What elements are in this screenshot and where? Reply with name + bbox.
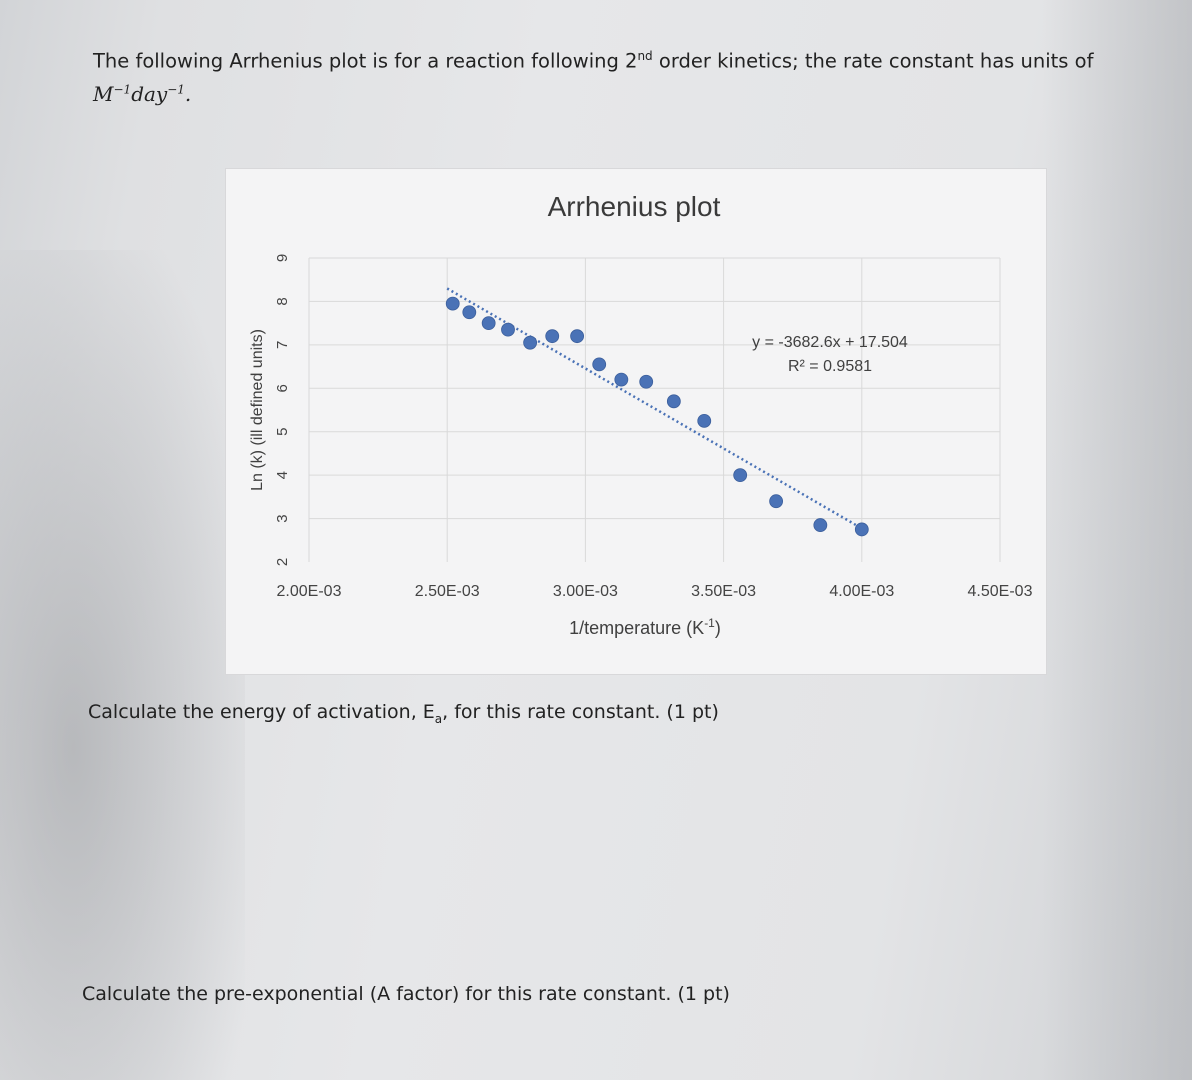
data-point (813, 518, 828, 532)
y-tick-label: 2 (274, 558, 291, 566)
data-point (481, 316, 496, 331)
y-tick-label: 6 (274, 384, 291, 392)
chart-title: Arrhenius plot (548, 191, 721, 222)
intro-text-after: order kinetics; the rate constant has un… (652, 49, 1094, 73)
question-activation-energy: Calculate the energy of activation, Ea, … (88, 701, 719, 726)
r-squared-label: R² = 0.9581 (788, 358, 872, 375)
y-tick-label: 5 (274, 428, 291, 436)
data-point (523, 335, 538, 350)
data-point (545, 329, 560, 344)
y-axis-label: Ln (k) (ill defined units) (249, 329, 266, 491)
y-tick-label: 9 (274, 254, 291, 262)
shadow-left (0, 250, 245, 1080)
data-points (445, 296, 869, 537)
x-tick-label: 3.00E-03 (553, 583, 618, 600)
intro-ordinal: nd (637, 49, 653, 63)
data-point (570, 329, 585, 344)
data-point (666, 394, 681, 409)
x-tick-label: 4.50E-03 (968, 583, 1033, 600)
chart-frame (225, 168, 1047, 675)
question-pre-exponential: Calculate the pre-exponential (A factor)… (82, 983, 730, 1005)
y-tick-label: 4 (274, 471, 291, 479)
shadow-right (1042, 0, 1192, 1080)
data-point (462, 305, 477, 320)
data-point (733, 468, 748, 483)
x-tick-label: 2.50E-03 (415, 583, 480, 600)
data-point (445, 296, 460, 311)
x-tick-label: 4.00E-03 (829, 583, 894, 600)
trendline-equation: y = -3682.6x + 17.504 (752, 334, 908, 351)
data-point (614, 372, 629, 387)
y-tick-label: 3 (274, 514, 291, 522)
rate-units: M−1day−1. (93, 82, 192, 107)
y-tick-label: 7 (274, 341, 291, 349)
data-point (639, 374, 654, 389)
data-point (501, 322, 515, 337)
tick-labels: 2 3 4 5 6 7 8 9 2.00E-03 2.50E-03 3.00E-03 3.50E-03… (274, 254, 1033, 600)
data-point (592, 357, 607, 372)
data-point (769, 494, 784, 509)
intro-text-before: The following Arrhenius plot is for a re… (93, 49, 638, 73)
x-tick-label: 2.00E-03 (277, 583, 342, 600)
question-intro: The following Arrhenius plot is for a re… (93, 42, 1183, 109)
chart-grid (308, 257, 1001, 562)
data-point (854, 522, 869, 537)
data-point (697, 413, 712, 428)
y-tick-label: 8 (274, 297, 291, 305)
x-axis-label: 1/temperature (K-1) (569, 616, 721, 638)
x-tick-label: 3.50E-03 (691, 583, 756, 600)
